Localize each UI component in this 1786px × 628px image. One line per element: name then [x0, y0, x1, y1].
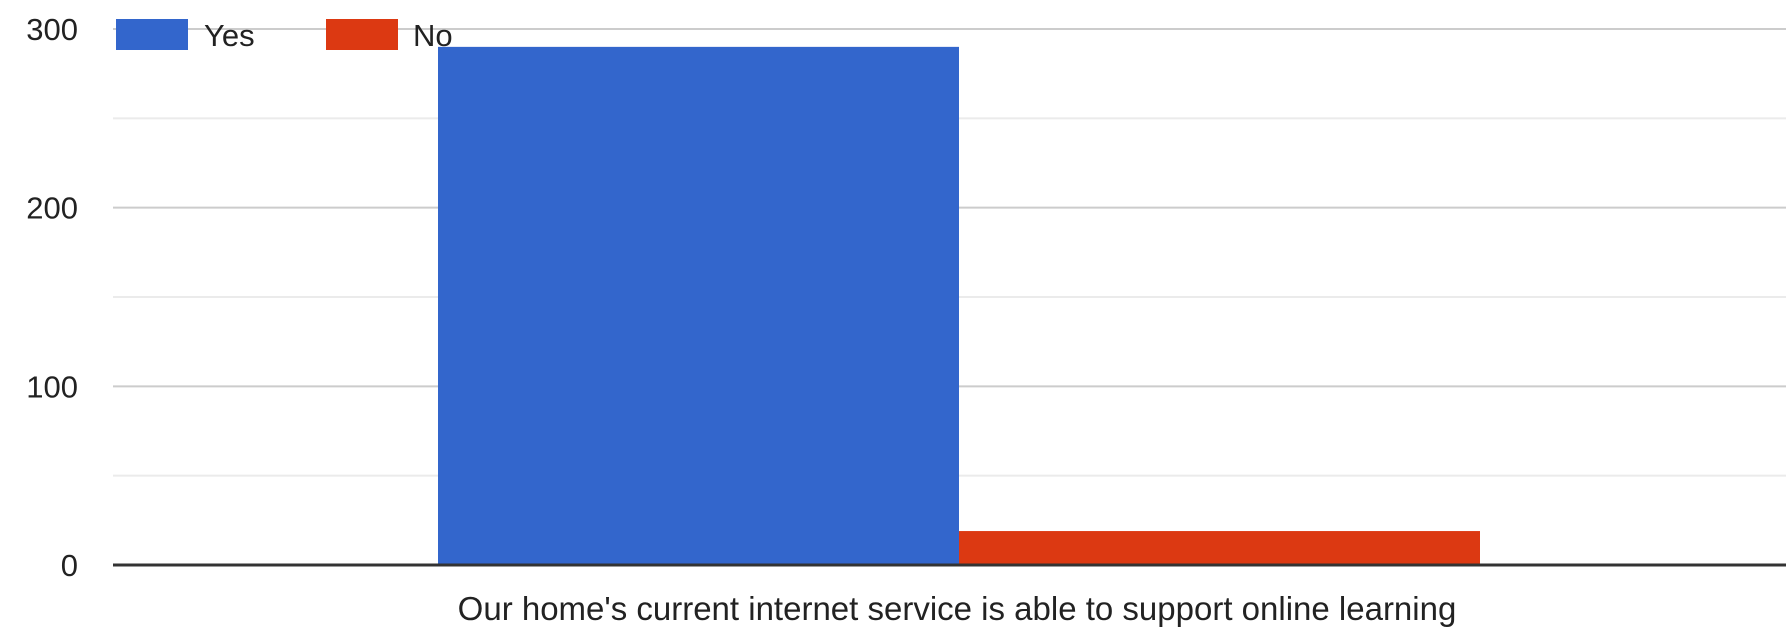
- bar-no: [959, 531, 1480, 565]
- y-tick-label: 0: [61, 548, 78, 583]
- x-category-label: Our home's current internet service is a…: [458, 590, 1457, 627]
- x-axis-category-labels: Our home's current internet service is a…: [458, 590, 1457, 627]
- legend: Yes No: [116, 18, 453, 53]
- legend-swatch-no: [326, 19, 398, 50]
- legend-label-yes: Yes: [204, 18, 255, 53]
- y-tick-label: 100: [26, 369, 78, 404]
- legend-swatch-yes: [116, 19, 188, 50]
- y-tick-label: 300: [26, 12, 78, 47]
- y-axis-tick-labels: 0 100 200 300: [26, 12, 78, 583]
- legend-label-no: No: [413, 18, 453, 53]
- bar-yes: [438, 46, 959, 566]
- y-tick-label: 200: [26, 191, 78, 226]
- bars: [438, 46, 1480, 566]
